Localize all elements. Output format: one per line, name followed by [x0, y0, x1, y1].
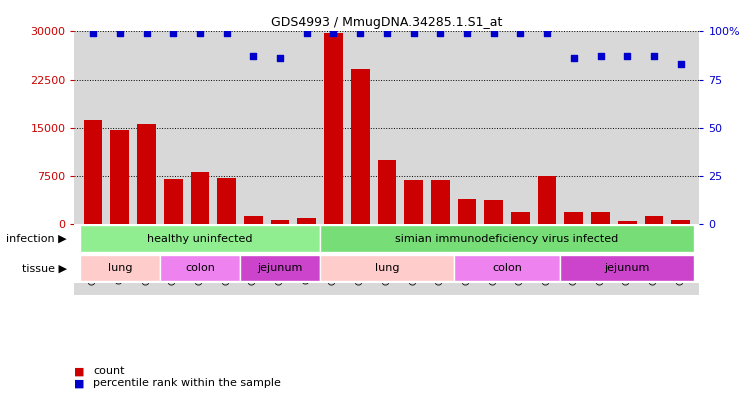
Bar — [565, 213, 583, 224]
Point — [541, 30, 553, 37]
Text: GSM1249375: GSM1249375 — [569, 224, 578, 285]
Bar — [137, 124, 155, 224]
Bar — [351, 69, 370, 224]
Text: GSM1249386: GSM1249386 — [329, 224, 338, 285]
Text: GSM1249381: GSM1249381 — [275, 224, 284, 285]
Bar — [217, 178, 236, 224]
Text: jejunum: jejunum — [605, 263, 650, 273]
Bar — [458, 199, 476, 224]
Bar — [324, 33, 343, 224]
Bar — [160, 255, 240, 281]
Bar — [431, 180, 449, 224]
Point — [114, 30, 126, 37]
Point — [514, 30, 526, 37]
Text: count: count — [93, 366, 124, 376]
Bar — [377, 160, 397, 224]
Point — [408, 30, 420, 37]
Point — [461, 30, 473, 37]
Text: GSM1249387: GSM1249387 — [356, 224, 365, 285]
Text: healthy uninfected: healthy uninfected — [147, 234, 253, 244]
Bar — [618, 221, 637, 224]
Text: ■: ■ — [74, 378, 85, 388]
Text: percentile rank within the sample: percentile rank within the sample — [93, 378, 281, 388]
Text: GSM1249371: GSM1249371 — [222, 224, 231, 285]
Text: GSM1249378: GSM1249378 — [650, 224, 658, 285]
Bar — [560, 255, 694, 281]
Point — [568, 55, 580, 62]
Text: GSM1249391: GSM1249391 — [89, 224, 97, 285]
Text: infection ▶: infection ▶ — [7, 234, 67, 244]
Point — [648, 53, 660, 60]
Point — [327, 30, 339, 37]
Point — [434, 30, 446, 37]
Text: colon: colon — [185, 263, 215, 273]
Text: colon: colon — [492, 263, 522, 273]
Text: GSM1249388: GSM1249388 — [382, 224, 391, 285]
Point — [167, 30, 179, 37]
Bar — [164, 179, 182, 224]
Bar — [240, 255, 320, 281]
Text: GSM1249368: GSM1249368 — [542, 224, 551, 285]
Bar — [454, 255, 560, 281]
Text: simian immunodeficiency virus infected: simian immunodeficiency virus infected — [396, 234, 619, 244]
Text: GSM1249366: GSM1249366 — [490, 224, 498, 285]
Text: GSM1249382: GSM1249382 — [302, 224, 311, 285]
Point — [594, 53, 606, 60]
Text: lung: lung — [375, 263, 399, 273]
Point — [621, 53, 633, 60]
Text: jejunum: jejunum — [257, 263, 303, 273]
Point — [87, 30, 99, 37]
Bar — [484, 200, 503, 224]
Text: GSM1249367: GSM1249367 — [516, 224, 525, 285]
Bar — [538, 176, 557, 224]
Bar — [110, 130, 129, 224]
Bar — [80, 226, 320, 252]
Text: ■: ■ — [74, 366, 85, 376]
Text: GSM1249389: GSM1249389 — [409, 224, 418, 285]
Bar — [84, 120, 103, 224]
Text: GSM1249392: GSM1249392 — [115, 224, 124, 285]
Text: GSM1249390: GSM1249390 — [436, 224, 445, 285]
Point — [301, 30, 312, 37]
Text: GSM1249376: GSM1249376 — [596, 224, 605, 285]
Point — [675, 61, 687, 67]
Point — [248, 53, 260, 60]
Text: lung: lung — [108, 263, 132, 273]
Point — [221, 30, 233, 37]
Bar — [244, 216, 263, 224]
Bar — [271, 220, 289, 224]
Text: GSM1249377: GSM1249377 — [623, 224, 632, 285]
Point — [354, 30, 366, 37]
Point — [194, 30, 206, 37]
Text: GSM1249370: GSM1249370 — [196, 224, 205, 285]
Text: tissue ▶: tissue ▶ — [22, 263, 67, 273]
Bar — [320, 255, 454, 281]
Bar — [591, 212, 610, 224]
Point — [381, 30, 393, 37]
Bar — [511, 213, 530, 224]
Bar — [671, 220, 690, 224]
Bar — [404, 180, 423, 224]
Text: GSM1249365: GSM1249365 — [463, 224, 472, 285]
Title: GDS4993 / MmugDNA.34285.1.S1_at: GDS4993 / MmugDNA.34285.1.S1_at — [272, 16, 502, 29]
Text: GSM1249393: GSM1249393 — [142, 224, 151, 285]
Point — [274, 55, 286, 62]
Point — [141, 30, 153, 37]
Text: GSM1249369: GSM1249369 — [169, 224, 178, 285]
Bar — [320, 226, 694, 252]
Point — [488, 30, 500, 37]
Bar — [190, 172, 209, 224]
Bar — [644, 216, 664, 224]
Text: GSM1249380: GSM1249380 — [248, 224, 258, 285]
Bar — [298, 218, 316, 224]
Bar — [80, 255, 160, 281]
Text: GSM1249379: GSM1249379 — [676, 224, 685, 285]
